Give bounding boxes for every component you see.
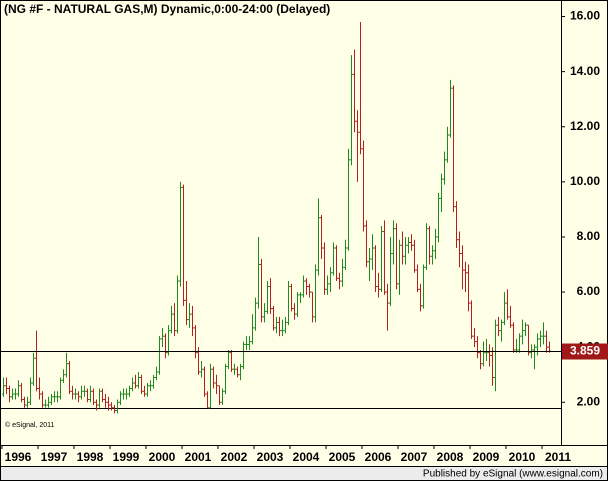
x-tick-label: 2002 xyxy=(221,450,248,464)
watermark: © eSignal, 2011 xyxy=(5,421,55,429)
x-tick-label: 1996 xyxy=(5,450,32,464)
x-tick-label: 2000 xyxy=(149,450,176,464)
y-tick-label: 6.00 xyxy=(577,284,601,298)
x-tick-label: 2004 xyxy=(293,450,320,464)
x-tick-label: 2008 xyxy=(437,450,464,464)
x-tick-label: 2005 xyxy=(329,450,356,464)
last-price-label: 3.859 xyxy=(570,344,600,358)
y-tick-label: 14.00 xyxy=(570,64,600,78)
x-tick-label: 1998 xyxy=(77,450,104,464)
y-tick-label: 8.00 xyxy=(577,229,601,243)
y-tick-label: 16.00 xyxy=(570,9,600,23)
x-tick-label: 1997 xyxy=(41,450,68,464)
x-tick-label: 2006 xyxy=(365,450,392,464)
x-tick-label: 1999 xyxy=(113,450,140,464)
x-tick-label: 2007 xyxy=(401,450,428,464)
x-tick-label: 2003 xyxy=(257,450,284,464)
x-tick-label: 2011 xyxy=(545,450,571,464)
chart-background xyxy=(0,0,608,466)
x-tick-label: 2001 xyxy=(185,450,212,464)
footer-text: Published by eSignal (www.esignal.com) xyxy=(423,469,603,480)
last-price-box xyxy=(562,343,608,360)
x-tick-label: 2009 xyxy=(473,450,500,464)
chart-title: (NG #F - NATURAL GAS,M) Dynamic,0:00-24:… xyxy=(4,2,330,16)
y-tick-label: 2.00 xyxy=(577,394,601,408)
y-tick-label: 12.00 xyxy=(570,119,600,133)
y-tick-label: 10.00 xyxy=(570,174,600,188)
footer-background xyxy=(0,466,608,481)
x-tick-label: 2010 xyxy=(509,450,536,464)
